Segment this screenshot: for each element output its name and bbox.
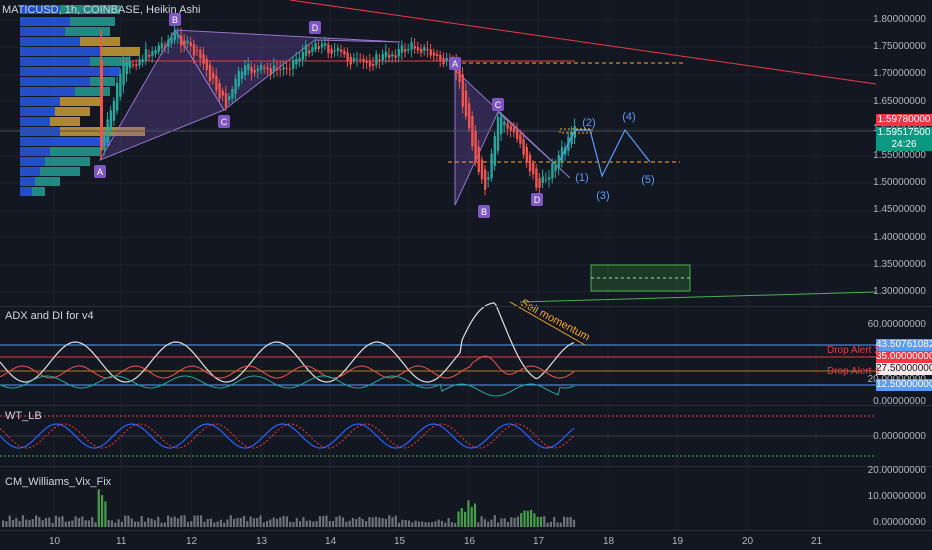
date-label: 16 bbox=[464, 536, 476, 547]
date-label: 18 bbox=[603, 536, 615, 547]
pane-separator[interactable] bbox=[0, 306, 932, 307]
price-axis-label: 1.55000000 bbox=[873, 150, 926, 161]
price-axis-label: 1.80000000 bbox=[873, 14, 926, 25]
wt1-line bbox=[0, 423, 575, 449]
symbol-title[interactable]: MATICUSD, 1h, COINBASE, Heikin Ashi bbox=[2, 4, 201, 16]
wave-label: (4) bbox=[622, 111, 635, 123]
price-axis-label: 1.30000000 bbox=[873, 286, 926, 297]
price-axis-label: 1.50000000 bbox=[873, 177, 926, 189]
wave-box bbox=[559, 128, 593, 134]
pattern-point-label: B bbox=[172, 15, 178, 25]
price-axis-label: 1.65000000 bbox=[873, 95, 926, 107]
price-axis-label: 1.75000000 bbox=[873, 41, 926, 53]
date-label: 15 bbox=[394, 536, 406, 547]
date-label: 12 bbox=[186, 536, 198, 547]
date-label: 11 bbox=[116, 536, 127, 547]
adx-title[interactable]: ADX and DI for v4 bbox=[5, 310, 94, 322]
date-label: 21 bbox=[811, 536, 823, 547]
vix-title[interactable]: CM_Williams_Vix_Fix bbox=[5, 476, 112, 488]
pattern-point-label: D bbox=[312, 23, 319, 33]
price-axis-label: 1.40000000 bbox=[873, 231, 926, 243]
drop-alert-2: Drop Alert 2 bbox=[827, 345, 880, 356]
wt-axis-0: 0.00000000 bbox=[873, 431, 926, 442]
price-axis-label: 1.70000000 bbox=[873, 68, 926, 80]
pane-separator[interactable] bbox=[0, 466, 932, 467]
wave-label: (2) bbox=[582, 117, 595, 129]
vix-axis-10: 10.00000000 bbox=[867, 491, 926, 502]
wave-label: (5) bbox=[641, 174, 654, 186]
date-label: 17 bbox=[533, 536, 545, 547]
date-label: 14 bbox=[325, 536, 337, 547]
vix-axis-20: 20.00000000 bbox=[867, 465, 926, 476]
candlesticks bbox=[100, 26, 576, 196]
date-label: 13 bbox=[256, 536, 268, 547]
sell-momentum-arrow bbox=[509, 301, 586, 346]
sell-momentum-label: Sell momentum bbox=[519, 297, 592, 343]
pane-separator[interactable] bbox=[0, 405, 932, 406]
price-tag-upper: 1.59780000 bbox=[876, 114, 932, 126]
pattern-point-label: B bbox=[481, 207, 487, 217]
adx-tag-value: 43.50761082 bbox=[876, 339, 932, 351]
wave-label: (3) bbox=[596, 190, 609, 202]
price-axis-label: 1.35000000 bbox=[873, 258, 926, 270]
date-label: 19 bbox=[672, 536, 684, 547]
vix-axis-0: 0.00000000 bbox=[873, 517, 926, 528]
date-label: 10 bbox=[49, 536, 61, 547]
pattern-point-label: D bbox=[534, 195, 541, 205]
harmonic-pattern-2 bbox=[454, 68, 571, 206]
price-tag-current: 1.59517500 bbox=[876, 127, 932, 139]
pattern-point-label: C bbox=[495, 100, 502, 110]
vix-fix-histogram bbox=[2, 489, 576, 527]
wt-title[interactable]: WT_LB bbox=[5, 410, 42, 422]
pattern-point-label: C bbox=[221, 117, 228, 127]
adx-tag-alert1: 27.50000000 bbox=[876, 363, 932, 375]
di-plus-line bbox=[0, 375, 575, 397]
wave-label: (1) bbox=[575, 172, 588, 184]
pattern-badges: A B C D A B C D bbox=[94, 13, 543, 218]
adx-axis-0: 0.00000000 bbox=[873, 396, 926, 407]
di-minus-line bbox=[0, 355, 575, 379]
date-label: 20 bbox=[742, 536, 754, 547]
pattern-point-label: A bbox=[452, 59, 458, 69]
wt-pane bbox=[0, 415, 876, 457]
volume-profile bbox=[20, 5, 145, 196]
elliott-wave-projection[interactable] bbox=[559, 128, 651, 178]
trendline-red[interactable] bbox=[289, 0, 877, 85]
adx-pane bbox=[0, 302, 876, 397]
trendline-green[interactable] bbox=[519, 291, 877, 303]
price-axis-label: 1.45000000 bbox=[873, 204, 926, 216]
drop-alert-1: Drop Alert 1 bbox=[827, 366, 880, 377]
countdown-tag: 24:26 bbox=[876, 139, 932, 151]
grid-lines bbox=[0, 0, 876, 530]
adx-line bbox=[0, 302, 575, 383]
pattern-point-label: A bbox=[97, 167, 103, 177]
pane-separator bbox=[0, 530, 932, 531]
adx-axis-60: 60.00000000 bbox=[867, 319, 926, 330]
wave-labels: (1) (2) (3) (4) (5) bbox=[575, 111, 654, 202]
adx-tag-low: 12.50000000 bbox=[876, 379, 932, 391]
adx-tag-alert2: 35.00000000 bbox=[876, 351, 932, 363]
